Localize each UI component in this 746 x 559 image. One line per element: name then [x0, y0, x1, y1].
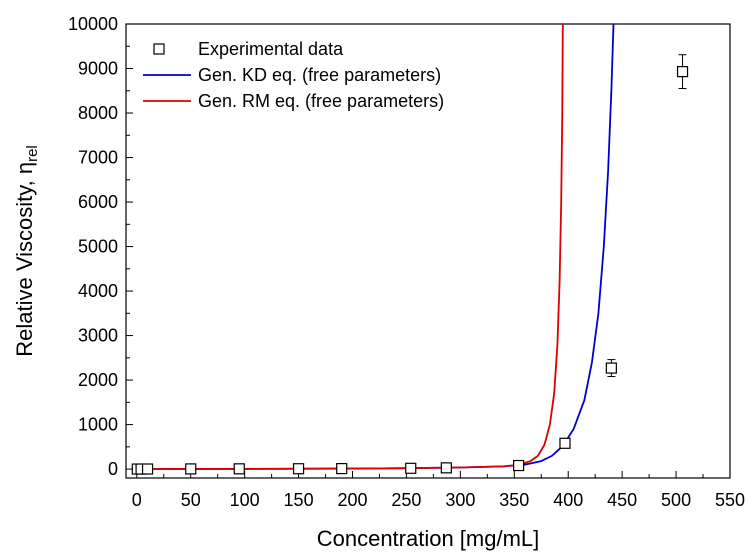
x-tick-label: 200 [337, 490, 367, 510]
x-tick-label: 400 [553, 490, 583, 510]
data-point [605, 359, 617, 378]
x-tick-label: 300 [445, 490, 475, 510]
tick-layer: 0 50 100 150 200 250 300 350 400 450 500 550 0 1000 20… [68, 14, 745, 510]
data-point [440, 462, 452, 474]
x-tick-label: 0 [132, 490, 142, 510]
y-tick-label: 1000 [78, 415, 118, 435]
x-tick-label: 450 [607, 490, 637, 510]
legend-entry: Gen. KD eq. (free parameters) [143, 65, 441, 85]
square-marker [336, 463, 348, 475]
y-tick-label: 7000 [78, 148, 118, 168]
y-axis-label: Relative Viscosity, ηrel [12, 145, 41, 357]
legend-entry: Gen. RM eq. (free parameters) [143, 91, 444, 111]
x-tick-label: 350 [499, 490, 529, 510]
legend: Experimental data Gen. KD eq. (free param… [143, 39, 444, 111]
data-point [336, 463, 348, 475]
data-point-layer [131, 54, 689, 475]
x-tick-label: 100 [230, 490, 260, 510]
square-marker [559, 437, 571, 449]
square-marker [676, 66, 689, 78]
data-point [559, 437, 571, 449]
square-marker [185, 463, 197, 475]
square-marker [292, 463, 305, 475]
y-tick-label: 2000 [78, 370, 118, 390]
x-tick-label: 500 [661, 490, 691, 510]
square-marker [405, 462, 417, 474]
square-marker [233, 463, 245, 475]
legend-entry: Experimental data [153, 39, 344, 59]
y-tick-label: 4000 [78, 281, 118, 301]
y-tick-label: 3000 [78, 326, 118, 346]
y-axis-label-main: Relative Viscosity, η [12, 162, 37, 357]
curve-layer [136, 24, 615, 470]
legend-label: Experimental data [198, 39, 344, 59]
legend-marker [153, 43, 165, 55]
y-tick-label: 5000 [78, 237, 118, 257]
data-point [405, 462, 417, 474]
data-point [233, 463, 245, 475]
x-axis-label: Concentration [mg/mL] [317, 526, 540, 551]
y-tick-label: 9000 [78, 59, 118, 79]
plot-frame [125, 23, 731, 479]
y-axis-label-subscript: rel [24, 145, 41, 162]
x-tick-label: 550 [715, 490, 745, 510]
square-marker [605, 362, 617, 374]
legend-label: Gen. RM eq. (free parameters) [198, 91, 444, 111]
data-point [512, 459, 525, 472]
x-tick-label: 50 [181, 490, 201, 510]
fit-curve [136, 24, 564, 470]
square-marker [440, 462, 452, 474]
y-tick-label: 0 [108, 459, 118, 479]
data-point [292, 463, 305, 475]
x-tick-label: 150 [284, 490, 314, 510]
legend-label: Gen. KD eq. (free parameters) [198, 65, 441, 85]
data-point [676, 54, 689, 90]
y-tick-label: 8000 [78, 103, 118, 123]
y-tick-label: 6000 [78, 192, 118, 212]
data-point [141, 463, 154, 475]
square-marker [512, 459, 525, 472]
data-point [185, 463, 197, 475]
square-marker [141, 463, 154, 475]
x-tick-label: 250 [391, 490, 421, 510]
y-tick-label: 10000 [68, 14, 118, 34]
